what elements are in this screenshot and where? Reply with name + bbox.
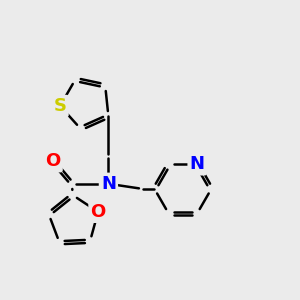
Text: S: S (54, 97, 67, 115)
Text: N: N (101, 175, 116, 193)
Text: O: O (91, 203, 106, 221)
Text: N: N (190, 155, 205, 173)
Text: O: O (45, 152, 61, 170)
